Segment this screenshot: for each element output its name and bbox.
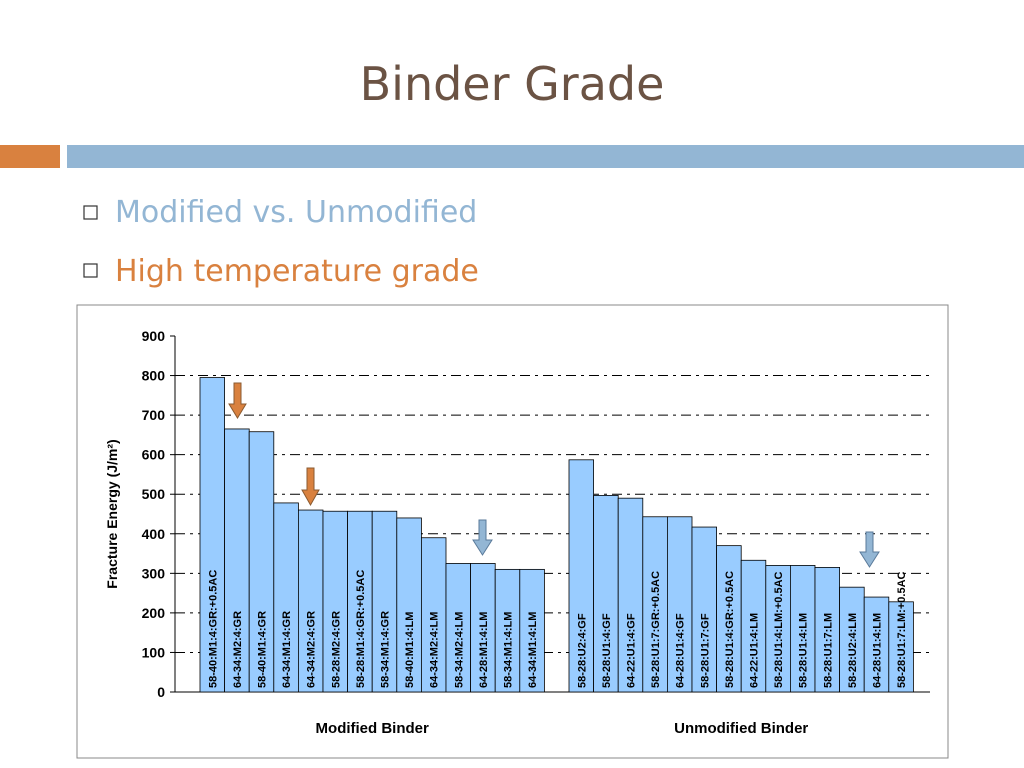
y-tick-label: 600	[142, 447, 166, 463]
bullet-text: High temperature grade	[115, 254, 479, 289]
bar	[297, 509, 324, 693]
arrow	[228, 382, 247, 419]
y-tick-label: 0	[157, 684, 165, 700]
slide-title: Binder Grade	[360, 57, 665, 111]
y-tick-label: 700	[142, 407, 166, 423]
bar	[347, 510, 373, 693]
x-tick-label: 58-28:U1:7:GF	[699, 613, 711, 688]
bar	[814, 567, 841, 693]
x-tick-label: 58-28:M2:4:GR	[330, 611, 342, 688]
bar	[863, 596, 890, 693]
y-axis-label: Fracture Energy (J/m²)	[104, 439, 120, 588]
accent-bar	[0, 145, 60, 168]
bar	[568, 459, 595, 693]
bar	[691, 526, 718, 693]
x-tick-label: 64-22:U1:4:GF	[626, 613, 638, 688]
x-tick-label: 64-34:M2:4:GR	[232, 611, 244, 688]
y-tick-label: 200	[142, 605, 166, 621]
group-label: Modified Binder	[316, 720, 429, 737]
x-tick-label: 58-34:M2:4:LM	[453, 612, 465, 688]
x-tick-label: 64-34:M2:4:LM	[429, 612, 441, 688]
x-tick-label: 64-34:M1:4:LM	[527, 612, 539, 688]
bullet-icon	[83, 263, 98, 278]
bullet-text: Modified vs. Unmodified	[115, 195, 477, 230]
bar	[445, 563, 472, 693]
x-tick-label: 58-28:U1:4:GF	[601, 613, 613, 688]
bar	[888, 601, 914, 693]
x-tick-label: 58-28:U1:7:LM:+0.5AC	[896, 571, 908, 688]
x-tick-label: 58-28:U1:4:LM:+0.5AC	[773, 571, 785, 688]
x-tick-label: 58-40:M1:4:LM	[404, 612, 416, 688]
x-tick-label: 58-28:U1:4:GR:+0.5AC	[724, 571, 736, 688]
group-label: Unmodified Binder	[674, 720, 808, 737]
x-tick-label: 58-28:U1:4:LM	[798, 613, 810, 688]
x-tick-label: 58-34:M1:4:LM	[503, 612, 515, 688]
x-tick-label: 64-22:U1:4:LM	[749, 613, 761, 688]
arrow	[859, 531, 880, 568]
bar	[593, 495, 619, 693]
x-tick-label: 58-40:M1:4:GR	[257, 611, 269, 688]
bar	[224, 428, 250, 693]
y-tick-label: 300	[142, 565, 166, 581]
bar	[396, 517, 422, 693]
x-tick-label: 64-28:U1:4:LM	[872, 613, 884, 688]
y-tick-label: 400	[142, 526, 166, 542]
arrow	[301, 467, 320, 507]
x-tick-label: 64-34:M2:4:GR	[306, 611, 318, 688]
annotations	[228, 382, 880, 568]
x-tick-label: 58-28:U1:7:GR:+0.5AC	[650, 571, 662, 688]
bar	[322, 510, 349, 693]
x-tick-label: 64-28:M1:4:LM	[478, 612, 490, 688]
bar	[519, 568, 545, 693]
bar	[494, 568, 521, 693]
bar	[420, 537, 447, 693]
bar	[839, 586, 865, 693]
bar	[617, 497, 644, 693]
x-tick-label: 58-28:U2:4:LM	[847, 613, 859, 688]
bar	[470, 563, 496, 693]
y-tick-label: 100	[142, 644, 166, 660]
header-bar	[67, 145, 1024, 168]
bar	[642, 516, 668, 693]
bar	[716, 545, 742, 693]
bar	[248, 431, 275, 693]
x-tick-label: 64-28:U1:4:GF	[675, 613, 687, 688]
x-tick-label: 58-28:U1:7:LM	[822, 613, 834, 688]
x-tick-label: 64-34:M1:4:GR	[281, 611, 293, 688]
bar	[667, 516, 693, 693]
x-tick-label: 58-34:M1:4:GR	[380, 611, 392, 688]
bar	[740, 559, 767, 693]
y-tick-label: 800	[142, 368, 166, 384]
arrow	[472, 519, 493, 556]
y-tick-label: 500	[142, 486, 166, 502]
x-tick-label: 58-28:U2:4:GF	[576, 613, 588, 688]
x-tick-label: 58-40:M1:4:GR:+0.5AC	[207, 570, 219, 688]
bullet-icon	[83, 205, 98, 220]
y-tick-label: 900	[142, 328, 166, 344]
plot: 0 100 200 300 400 500 600 700 800 900 Fracture Ene…	[104, 328, 930, 737]
bar	[199, 377, 226, 693]
x-tick-label: 58-28:M1:4:GR:+0.5AC	[355, 570, 367, 688]
